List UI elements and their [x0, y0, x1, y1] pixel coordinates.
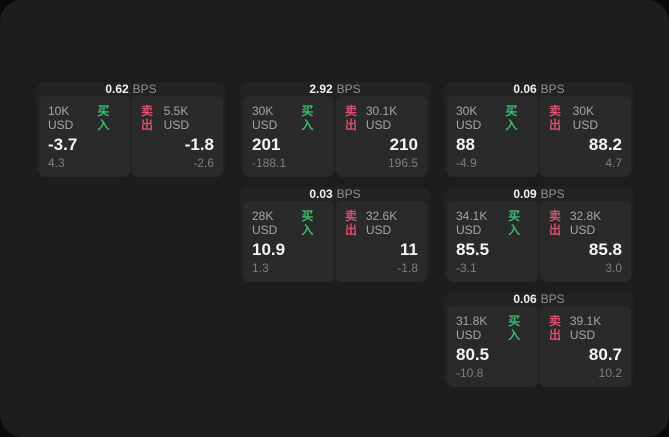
bps-value: 2.92 — [309, 82, 333, 96]
bps-unit-label: BPS — [540, 292, 565, 306]
buy-side-label: 买入 — [97, 104, 110, 132]
buy-amount: 34.1K USD — [456, 209, 488, 237]
buy-change: 1.3 — [252, 261, 269, 275]
bps-value: 0.06 — [513, 82, 537, 96]
sell-change: -1.8 — [397, 261, 418, 275]
quote-card: 0.06 BPS 31.8K USD 买入 80.5 -10.8 卖出 39.1… — [444, 292, 634, 387]
panels-row: 28K USD 买入 10.9 1.3 卖出 32.6K USD 11 -1.8 — [243, 201, 427, 282]
buy-panel[interactable]: 10K USD 买入 -3.7 4.3 — [39, 96, 130, 177]
panels-row: 30K USD 买入 88 -4.9 卖出 30K USD 88.2 4.7 — [447, 96, 631, 177]
buy-panel[interactable]: 28K USD 买入 10.9 1.3 — [243, 201, 334, 282]
sell-change: 196.5 — [387, 156, 418, 170]
card-header: 0.06 BPS — [447, 292, 631, 306]
sell-change: 4.7 — [605, 156, 622, 170]
sell-change: 3.0 — [605, 261, 622, 275]
bps-unit-label: BPS — [540, 82, 565, 96]
sell-amount: 30.1K USD — [365, 104, 398, 132]
sell-price: 88.2 — [588, 135, 622, 154]
sell-side-label: 卖出 — [549, 209, 562, 237]
sell-panel[interactable]: 卖出 32.6K USD 11 -1.8 — [336, 201, 427, 282]
panels-row: 10K USD 买入 -3.7 4.3 卖出 5.5K USD -1.8 -2.… — [39, 96, 223, 177]
sell-price: 85.8 — [588, 240, 622, 259]
sell-price: -1.8 — [184, 135, 214, 154]
bps-unit-label: BPS — [540, 187, 565, 201]
sell-side-label: 卖出 — [345, 209, 358, 237]
sell-panel[interactable]: 卖出 5.5K USD -1.8 -2.6 — [132, 96, 223, 177]
bps-unit-label: BPS — [336, 187, 361, 201]
sell-price: 11 — [400, 240, 418, 259]
card-header: 0.03 BPS — [243, 187, 427, 201]
buy-side-label: 买入 — [508, 314, 521, 342]
buy-change: -4.9 — [456, 156, 477, 170]
card-header: 0.06 BPS — [447, 82, 631, 96]
buy-amount: 30K USD — [252, 104, 278, 132]
buy-panel[interactable]: 31.8K USD 买入 80.5 -10.8 — [447, 306, 538, 387]
buy-amount: 28K USD — [252, 209, 278, 237]
quote-card: 2.92 BPS 30K USD 买入 201 -188.1 卖出 30.1K … — [240, 82, 430, 177]
sell-side-label: 卖出 — [549, 314, 562, 342]
buy-price: 10.9 — [252, 240, 286, 259]
sell-amount: 32.8K USD — [569, 209, 602, 237]
bps-value: 0.03 — [309, 187, 333, 201]
buy-panel[interactable]: 30K USD 买入 201 -188.1 — [243, 96, 334, 177]
card-header: 0.09 BPS — [447, 187, 631, 201]
buy-amount: 10K USD — [48, 104, 74, 132]
panels-row: 34.1K USD 买入 85.5 -3.1 卖出 32.8K USD 85.8… — [447, 201, 631, 282]
sell-amount: 32.6K USD — [365, 209, 398, 237]
buy-amount: 30K USD — [456, 104, 482, 132]
sell-amount: 5.5K USD — [163, 104, 189, 132]
buy-side-label: 买入 — [301, 104, 314, 132]
buy-change: 4.3 — [48, 156, 65, 170]
quote-card-grid: 0.62 BPS 10K USD 买入 -3.7 4.3 卖出 5.5K USD — [36, 82, 634, 387]
buy-panel[interactable]: 30K USD 买入 88 -4.9 — [447, 96, 538, 177]
quote-card: 0.09 BPS 34.1K USD 买入 85.5 -3.1 卖出 32.8K… — [444, 187, 634, 282]
quote-card: 0.03 BPS 28K USD 买入 10.9 1.3 卖出 32.6K US… — [240, 187, 430, 282]
buy-amount: 31.8K USD — [456, 314, 488, 342]
sell-amount: 39.1K USD — [569, 314, 602, 342]
buy-price: 201 — [252, 135, 281, 154]
quote-card: 0.62 BPS 10K USD 买入 -3.7 4.3 卖出 5.5K USD — [36, 82, 226, 177]
panels-row: 30K USD 买入 201 -188.1 卖出 30.1K USD 210 1… — [243, 96, 427, 177]
buy-change: -3.1 — [456, 261, 477, 275]
sell-side-label: 卖出 — [141, 104, 154, 132]
buy-price: 88 — [456, 135, 475, 154]
quote-card: 0.06 BPS 30K USD 买入 88 -4.9 卖出 30K USD — [444, 82, 634, 177]
sell-price: 80.7 — [588, 345, 622, 364]
bps-unit-label: BPS — [132, 82, 157, 96]
sell-panel[interactable]: 卖出 39.1K USD 80.7 10.2 — [540, 306, 631, 387]
bps-value: 0.06 — [513, 292, 537, 306]
panels-row: 31.8K USD 买入 80.5 -10.8 卖出 39.1K USD 80.… — [447, 306, 631, 387]
card-header: 0.62 BPS — [39, 82, 223, 96]
buy-panel[interactable]: 34.1K USD 买入 85.5 -3.1 — [447, 201, 538, 282]
sell-panel[interactable]: 卖出 32.8K USD 85.8 3.0 — [540, 201, 631, 282]
sell-panel[interactable]: 卖出 30K USD 88.2 4.7 — [540, 96, 631, 177]
bps-unit-label: BPS — [336, 82, 361, 96]
buy-side-label: 买入 — [508, 209, 521, 237]
buy-change: -188.1 — [252, 156, 287, 170]
card-header: 2.92 BPS — [243, 82, 427, 96]
buy-price: 80.5 — [456, 345, 490, 364]
buy-side-label: 买入 — [505, 104, 518, 132]
buy-side-label: 买入 — [301, 209, 314, 237]
buy-change: -10.8 — [456, 366, 484, 380]
bps-value: 0.62 — [105, 82, 129, 96]
sell-amount: 30K USD — [572, 104, 599, 132]
buy-price: -3.7 — [48, 135, 78, 154]
bps-value: 0.09 — [513, 187, 537, 201]
sell-side-label: 卖出 — [345, 104, 358, 132]
sell-side-label: 卖出 — [549, 104, 562, 132]
sell-price: 210 — [389, 135, 418, 154]
sell-panel[interactable]: 卖出 30.1K USD 210 196.5 — [336, 96, 427, 177]
sell-change: 10.2 — [598, 366, 622, 380]
sell-change: -2.6 — [193, 156, 214, 170]
buy-price: 85.5 — [456, 240, 490, 259]
